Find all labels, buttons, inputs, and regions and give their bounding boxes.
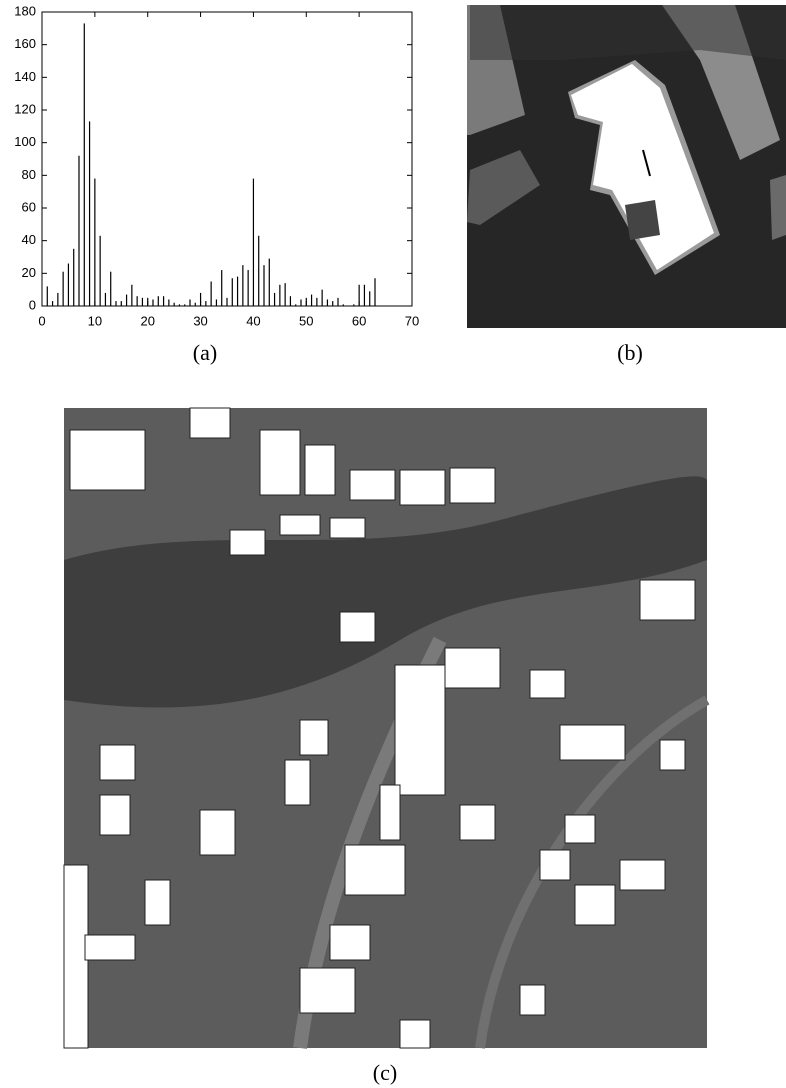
bar — [84, 23, 85, 306]
bar — [279, 285, 280, 306]
bar — [179, 304, 180, 306]
bar — [306, 298, 307, 306]
bar — [142, 298, 143, 306]
x-tick-label: 10 — [88, 313, 102, 328]
bar — [237, 277, 238, 306]
bar — [63, 272, 64, 306]
bar — [221, 270, 222, 306]
page: (a) (b) — [0, 0, 786, 1088]
bar — [131, 285, 132, 306]
y-tick-label: 40 — [22, 232, 36, 247]
x-tick-label: 0 — [38, 313, 45, 328]
bar — [211, 282, 212, 307]
bar — [57, 293, 58, 306]
image-b — [467, 5, 786, 328]
bar — [47, 286, 48, 306]
bar — [248, 270, 249, 306]
image-c — [64, 408, 707, 1048]
bar — [137, 296, 138, 306]
bar — [285, 283, 286, 306]
bar — [322, 290, 323, 306]
bar — [290, 296, 291, 306]
bar — [200, 293, 201, 306]
plot-frame — [42, 12, 412, 306]
y-tick-label: 140 — [14, 69, 36, 84]
y-tick-label: 20 — [22, 265, 36, 280]
bar — [374, 278, 375, 306]
y-tick-label: 120 — [14, 101, 36, 116]
bar — [274, 293, 275, 306]
bar — [115, 301, 116, 306]
bar — [311, 295, 312, 306]
bar — [100, 236, 101, 306]
bar — [353, 304, 354, 306]
y-tick-label: 100 — [14, 134, 36, 149]
x-tick-label: 70 — [405, 313, 419, 328]
caption: (c) — [373, 1060, 397, 1085]
bar — [295, 304, 296, 306]
bar — [163, 296, 164, 306]
bar — [258, 236, 259, 306]
y-tick-label: 80 — [22, 167, 36, 182]
figure: (a) (b) — [0, 0, 786, 1088]
bar — [195, 303, 196, 306]
x-tick-label: 50 — [299, 313, 313, 328]
bar — [300, 299, 301, 306]
x-tick-label: 30 — [193, 313, 207, 328]
x-tick-label: 20 — [140, 313, 154, 328]
bar — [126, 295, 127, 306]
bar — [89, 121, 90, 306]
bar — [216, 299, 217, 306]
bar — [332, 301, 333, 306]
bar — [94, 179, 95, 306]
bar — [316, 298, 317, 306]
y-tick-label: 180 — [14, 3, 36, 18]
x-tick-label: 40 — [246, 313, 260, 328]
bar — [189, 299, 190, 306]
y-tick-label: 0 — [29, 297, 36, 312]
bar — [369, 291, 370, 306]
bar — [359, 285, 360, 306]
bar — [152, 299, 153, 306]
bar — [121, 301, 122, 306]
bar — [168, 299, 169, 306]
bar — [364, 285, 365, 306]
bar — [158, 296, 159, 306]
bar — [105, 293, 106, 306]
x-tick-label: 60 — [352, 313, 366, 328]
bar — [205, 301, 206, 306]
bar — [242, 265, 243, 306]
bar — [263, 265, 264, 306]
bar — [232, 278, 233, 306]
bar — [253, 179, 254, 306]
bar — [226, 298, 227, 306]
bar — [269, 259, 270, 306]
bar — [337, 298, 338, 306]
bar — [184, 304, 185, 306]
y-tick-label: 60 — [22, 199, 36, 214]
bar — [147, 298, 148, 306]
bar — [68, 264, 69, 306]
caption: (a) — [193, 340, 217, 365]
bar — [78, 156, 79, 306]
bar — [174, 303, 175, 306]
bar — [52, 301, 53, 306]
caption: (b) — [617, 340, 643, 365]
bar — [73, 249, 74, 306]
bar — [343, 304, 344, 306]
bar — [110, 272, 111, 306]
bar — [327, 299, 328, 306]
y-tick-label: 160 — [14, 36, 36, 51]
